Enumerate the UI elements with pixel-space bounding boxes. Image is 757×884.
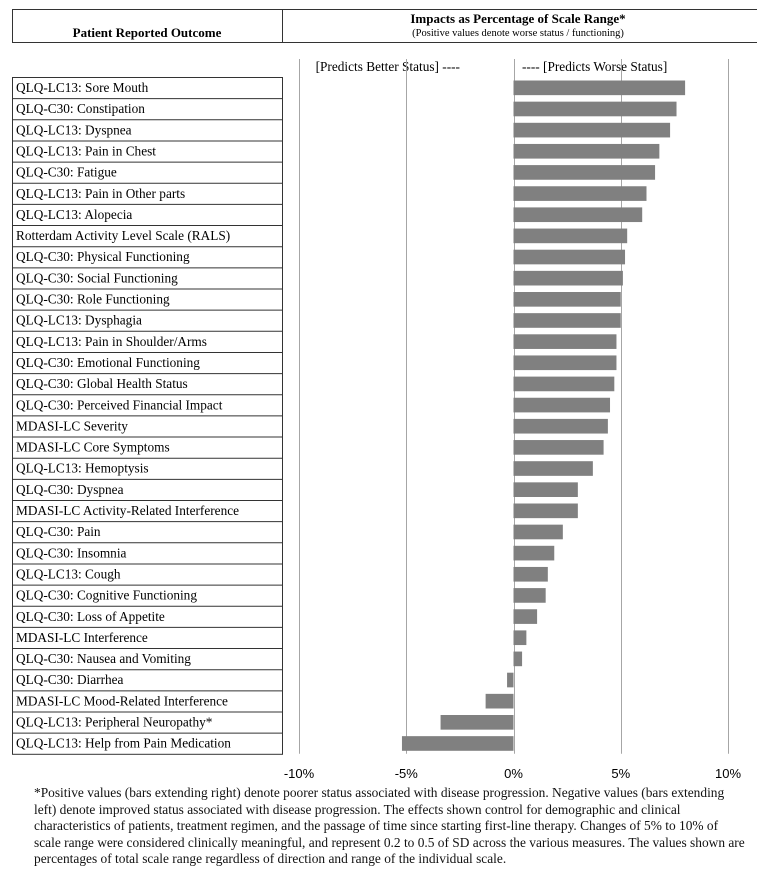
outcome-label: MDASI-LC Severity	[16, 418, 128, 433]
bar	[513, 588, 546, 603]
column-header-subtitle: (Positive values denote worse status / f…	[412, 28, 624, 39]
outcome-label: QLQ-LC13: Hemoptysis	[16, 461, 149, 476]
outcome-label: QLQ-C30: Role Functioning	[16, 292, 170, 307]
bar-series	[401, 80, 686, 751]
outcome-label: QLQ-C30: Emotional Functioning	[16, 355, 200, 370]
better-status-label: [Predicts Better Status] ----	[316, 59, 460, 74]
bar	[513, 482, 578, 497]
outcome-label: MDASI-LC Interference	[16, 630, 148, 645]
bar	[513, 165, 656, 180]
bar	[513, 101, 677, 117]
bar	[513, 270, 623, 286]
bar	[513, 228, 628, 244]
outcome-label: QLQ-LC13: Dysphagia	[16, 313, 142, 328]
outcome-label: QLQ-C30: Loss of Appetite	[16, 609, 165, 624]
outcome-label: QLQ-C30: Fatigue	[16, 165, 117, 180]
x-tick-label: 10%	[715, 766, 741, 780]
impact-bar-chart: Patient Reported Outcome Impacts as Perc…	[12, 9, 757, 780]
bar	[513, 503, 578, 519]
x-tick-label: -10%	[284, 766, 315, 780]
column-header-impacts: Impacts as Percentage of Scale Range*	[410, 11, 625, 26]
outcome-label: QLQ-LC13: Dyspnea	[16, 122, 132, 137]
outcome-label-table: QLQ-LC13: Sore Mouth QLQ-C30: Constipatio…	[12, 77, 283, 755]
bar	[513, 355, 617, 371]
outcome-label: MDASI-LC Core Symptoms	[16, 440, 170, 455]
bar	[513, 545, 555, 561]
outcome-label: MDASI-LC Activity-Related Interference	[16, 503, 239, 518]
outcome-label: Rotterdam Activity Level Scale (RALS)	[16, 228, 230, 243]
bar	[513, 418, 608, 434]
bar	[513, 313, 621, 328]
x-axis-ticks: -10% -5% 0% 5% 10%	[284, 766, 742, 780]
bar	[513, 249, 626, 265]
outcome-label: QLQ-C30: Dyspnea	[16, 482, 124, 497]
bar	[513, 630, 527, 646]
bar	[513, 292, 621, 307]
bar	[513, 440, 604, 455]
bar	[440, 715, 514, 730]
bar	[507, 672, 514, 688]
bar	[513, 609, 538, 624]
outcome-label: QLQ-C30: Social Functioning	[16, 270, 178, 285]
outcome-label: MDASI-LC Mood-Related Interference	[16, 693, 228, 708]
outcome-label: QLQ-C30: Physical Functioning	[16, 249, 190, 264]
outcome-label: QLQ-C30: Pain	[16, 524, 101, 539]
outcome-label: QLQ-C30: Constipation	[16, 101, 145, 116]
bar	[513, 186, 647, 201]
outcome-label: QLQ-C30: Insomnia	[16, 545, 127, 560]
bar	[513, 334, 617, 349]
outcome-label: QLQ-LC13: Pain in Shoulder/Arms	[16, 334, 207, 349]
bar	[485, 693, 514, 709]
outcome-label: QLQ-LC13: Pain in Other parts	[16, 186, 185, 201]
outcome-label: QLQ-C30: Cognitive Functioning	[16, 588, 197, 603]
bar	[513, 376, 615, 392]
bar	[513, 397, 611, 413]
outcome-label: QLQ-LC13: Pain in Chest	[16, 143, 156, 158]
bar	[513, 122, 671, 138]
worse-status-label: ---- [Predicts Worse Status]	[522, 59, 667, 74]
column-header-outcome: Patient Reported Outcome	[73, 25, 222, 40]
x-tick-label: 0%	[504, 766, 523, 780]
outcome-label: QLQ-C30: Global Health Status	[16, 376, 188, 391]
outcome-label: QLQ-LC13: Alopecia	[16, 207, 132, 222]
bar	[513, 566, 548, 582]
bar	[513, 651, 523, 667]
outcome-label: QLQ-C30: Nausea and Vomiting	[16, 651, 191, 666]
bar	[513, 524, 563, 540]
bar	[513, 461, 593, 476]
footnote: *Positive values (bars extending right) …	[34, 785, 745, 867]
x-tick-label: 5%	[611, 766, 630, 780]
outcome-label: QLQ-C30: Perceived Financial Impact	[16, 397, 223, 412]
outcome-label: QLQ-LC13: Peripheral Neuropathy*	[16, 715, 213, 730]
outcome-label: QLQ-LC13: Help from Pain Medication	[16, 736, 231, 751]
outcome-label: QLQ-LC13: Cough	[16, 566, 121, 581]
bar	[401, 736, 514, 751]
bar	[513, 207, 643, 223]
x-tick-label: -5%	[395, 766, 419, 780]
outcome-label: QLQ-LC13: Sore Mouth	[16, 80, 149, 95]
bar	[513, 143, 660, 159]
outcome-label: QLQ-C30: Diarrhea	[16, 672, 124, 687]
bar	[513, 80, 686, 96]
